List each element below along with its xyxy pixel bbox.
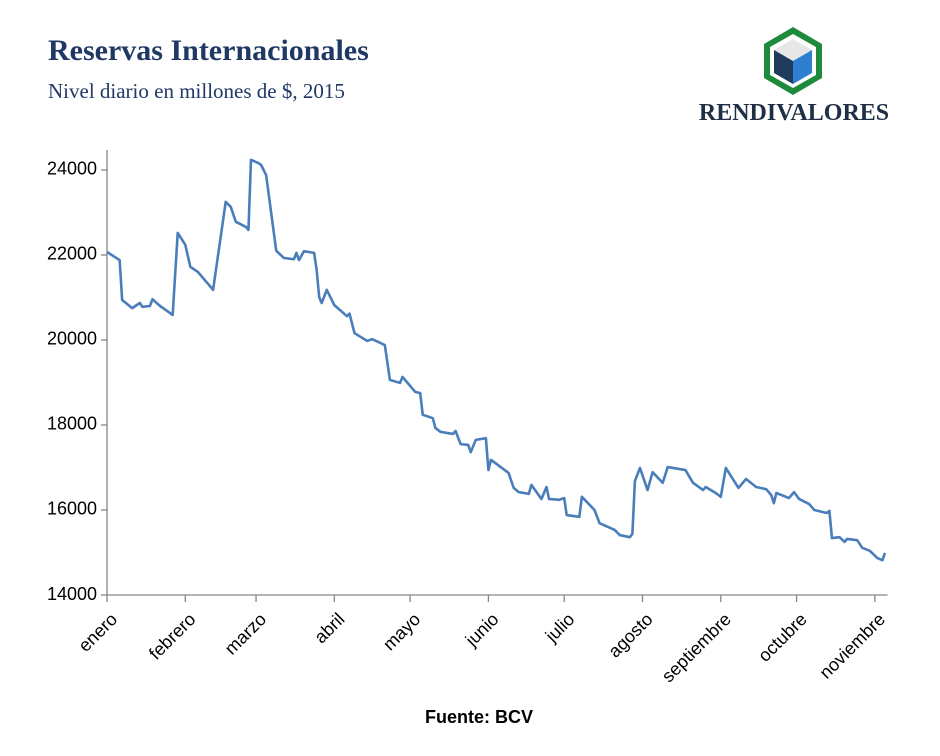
x-tick-label: septiembre [658, 609, 735, 686]
y-tick-label: 18000 [47, 414, 97, 434]
x-tick-label: octubre [754, 609, 811, 666]
x-tick-label: enero [74, 609, 121, 656]
data-line [106, 158, 887, 562]
x-tick-label: junio [461, 609, 503, 651]
x-tick-label: noviembre [815, 609, 889, 683]
y-tick-label: 14000 [47, 584, 97, 604]
chart-subtitle: Nivel diario en millones de $, 2015 [48, 79, 345, 103]
x-tick-label: agosto [604, 609, 656, 661]
x-tick-label: marzo [221, 609, 271, 659]
x-tick-label: julio [541, 609, 578, 646]
brand-name: RENDIVALORES [699, 100, 889, 126]
x-tick-label: mayo [379, 609, 424, 654]
x-tick-label: febrero [145, 609, 199, 663]
logo-icon [764, 27, 822, 95]
y-tick-label: 24000 [47, 159, 97, 179]
chart-title: Reservas Internacionales [48, 34, 369, 67]
source-note: Fuente: BCV [425, 707, 533, 727]
y-tick-label: 20000 [47, 329, 97, 349]
x-tick-label: abril [310, 609, 348, 647]
y-tick-label: 16000 [47, 499, 97, 519]
y-tick-label: 22000 [47, 244, 97, 264]
